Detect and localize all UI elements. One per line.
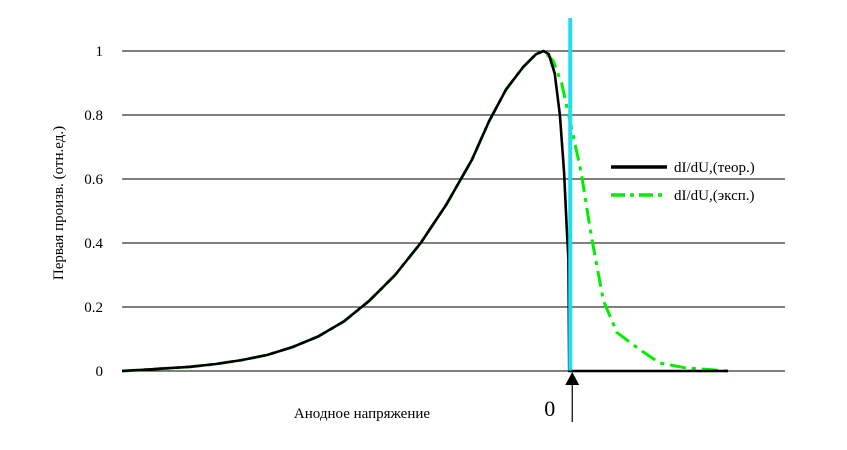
y-tick-label: 0.4 [84, 236, 103, 252]
y-tick-label: 0.8 [84, 108, 103, 124]
y-tick-labels: 0 0.2 0.4 0.6 0.8 1 [84, 44, 103, 380]
zero-arrow-icon [565, 372, 580, 385]
zero-label: 0 [544, 396, 555, 421]
y-tick-label: 0.6 [84, 172, 103, 188]
y-tick-label: 1 [96, 44, 104, 60]
legend-label-theory: dI/dU,(теор.) [674, 160, 755, 176]
gridlines [122, 50, 785, 308]
y-axis-title: Первая произв. (отн.ед.) [51, 126, 67, 280]
series-line-experiment [121, 49, 729, 373]
legend-label-experiment: dI/dU,(эксп.) [674, 188, 755, 204]
y-tick-label: 0.2 [84, 300, 103, 316]
legend: dI/dU,(теор.) dI/dU,(эксп.) [611, 160, 755, 204]
series-line-theory [121, 49, 728, 373]
y-tick-label: 0 [96, 364, 104, 380]
x-axis-title: Анодное напряжение [294, 406, 430, 422]
series-lines [121, 49, 729, 373]
